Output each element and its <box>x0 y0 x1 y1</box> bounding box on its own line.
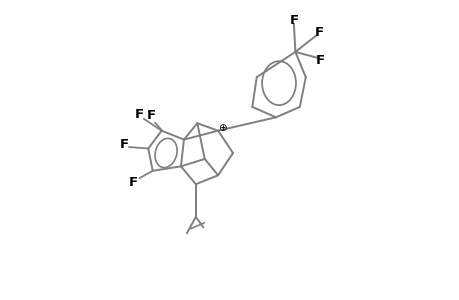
Text: F: F <box>129 176 138 189</box>
Text: F: F <box>134 108 144 121</box>
Text: F: F <box>146 109 156 122</box>
Text: ⊕: ⊕ <box>218 123 226 133</box>
Text: F: F <box>315 54 325 67</box>
Text: F: F <box>314 26 323 39</box>
Text: F: F <box>289 14 298 27</box>
Text: F: F <box>120 138 129 151</box>
